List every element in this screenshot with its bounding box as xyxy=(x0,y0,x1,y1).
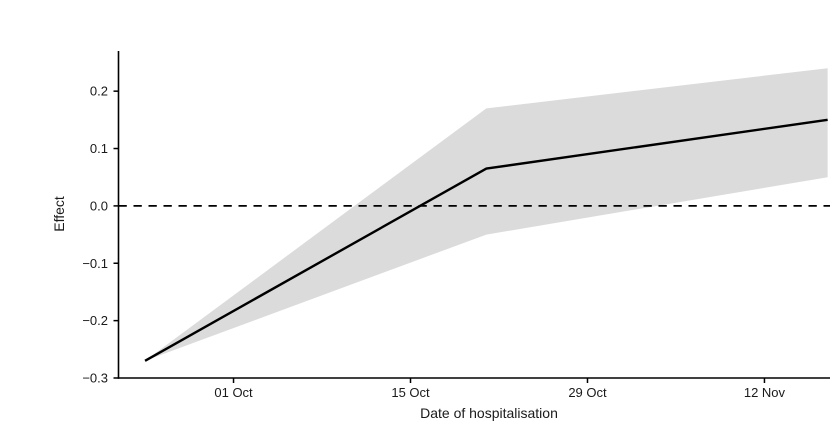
y-tick-label: 0.1 xyxy=(90,141,108,156)
y-tick-label: 0.2 xyxy=(90,84,108,99)
y-tick-label: −0.1 xyxy=(82,256,108,271)
x-axis-title: Date of hospitalisation xyxy=(420,405,558,421)
chart-canvas: 0.2 0.1 0.0 −0.1 −0.2 −0.3 01 Oct 15 Oct 29 Oct 1… xyxy=(82,51,830,400)
effect-line xyxy=(144,118,828,362)
y-tick-label: −0.3 xyxy=(82,371,108,386)
y-tick-label: −0.2 xyxy=(82,313,108,328)
y-axis-title: Effect xyxy=(51,196,67,232)
y-tick-label: 0.0 xyxy=(90,198,108,213)
x-tick-label: 29 Oct xyxy=(568,385,607,400)
x-tick-label: 15 Oct xyxy=(391,385,430,400)
confidence-band xyxy=(145,68,828,361)
x-tick-label: 01 Oct xyxy=(214,385,253,400)
x-tick-label: 12 Nov xyxy=(744,385,786,400)
effect-chart: 0.2 0.1 0.0 −0.1 −0.2 −0.3 01 Oct 15 Oct 29 Oct 1… xyxy=(40,16,830,431)
